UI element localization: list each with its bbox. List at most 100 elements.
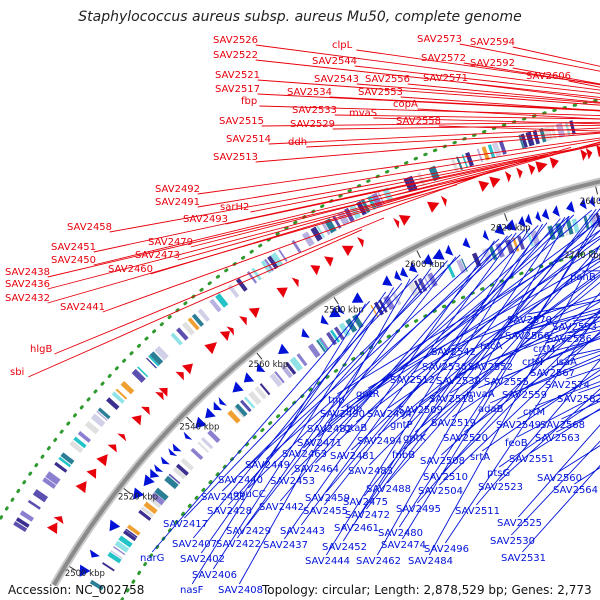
- reverse-gene-arrow: [409, 262, 418, 273]
- reverse-gene-label: gntR: [356, 389, 380, 400]
- feature-forward-stripe: [69, 440, 84, 454]
- feature-reverse-stripe: [527, 232, 534, 247]
- reverse-gene-arrow: [79, 564, 91, 577]
- reverse-gene-label: mvaA: [466, 389, 495, 400]
- reverse-gene-label: SAV2504: [418, 486, 463, 497]
- label-leaders: [28, 43, 600, 585]
- reverse-gene-arrow: [504, 219, 517, 231]
- label-leader-line: [236, 268, 432, 539]
- forward-gene-arrow: [324, 256, 334, 267]
- label-leader-line: [259, 105, 600, 116]
- reverse-gene-label: SAV2574: [545, 380, 590, 391]
- forward-gene-label: SAV2534: [287, 87, 332, 98]
- label-leader-line: [452, 294, 600, 347]
- reverse-gene-label: nasF: [180, 585, 204, 596]
- reverse-gene-label: SAV2496: [424, 544, 469, 555]
- reverse-gene-arrow: [213, 401, 223, 411]
- label-leader-line: [530, 408, 600, 454]
- label-leader-line: [197, 139, 600, 208]
- reverse-gene-arrow: [205, 407, 216, 419]
- reverse-gene-label: SAV2582: [557, 394, 600, 405]
- reverse-gene-label: SAV2440: [218, 475, 263, 486]
- label-leader-line: [505, 337, 600, 377]
- feature-forward-stripe: [42, 477, 57, 489]
- label-leader-line: [476, 359, 600, 506]
- feature-forward-stripe: [270, 252, 284, 267]
- forward-gene-label: SAV2533: [292, 105, 337, 116]
- feature-forward-stripe: [181, 321, 195, 336]
- label-leader-line: [443, 298, 600, 362]
- reverse-gene-arrow: [589, 195, 596, 208]
- forward-gene-arrow: [310, 265, 321, 276]
- forward-gene-label: SAV2594: [470, 37, 515, 48]
- label-leader-line: [354, 65, 600, 94]
- label-leader-line: [490, 354, 600, 404]
- forward-gene-label: SAV2606: [526, 71, 571, 82]
- feature-reverse-stripe: [329, 329, 341, 343]
- tick-mark: [186, 416, 193, 423]
- forward-gene-arrow: [427, 201, 440, 213]
- label-leader-line: [400, 96, 600, 112]
- feature-forward-stripe: [215, 293, 229, 308]
- reverse-gene-label: SAV2437: [263, 540, 308, 551]
- forward-gene-label: SAV2450: [51, 255, 96, 266]
- reverse-gene-arrow: [143, 474, 155, 487]
- feature-reverse-stripe: [296, 353, 308, 367]
- reverse-gene-arrow: [218, 396, 227, 406]
- feature-forward-stripe: [491, 142, 502, 158]
- feature-reverse-stripe: [259, 383, 271, 396]
- feature-reverse-stripe: [114, 540, 130, 553]
- label-leader-line: [197, 137, 600, 195]
- reverse-gene-arrow: [172, 443, 182, 452]
- reverse-gene-arrow: [183, 431, 193, 440]
- feature-forward-stripe: [58, 456, 72, 468]
- feature-reverse-stripe: [407, 281, 420, 298]
- label-leader-line: [306, 131, 600, 148]
- tick-label: 2740 kbp: [564, 251, 600, 261]
- forward-gene-label: sarH2: [220, 202, 249, 213]
- label-leader-line: [354, 217, 566, 523]
- reverse-gene-arrow: [579, 197, 587, 210]
- forward-gene-label: hlgB: [30, 344, 52, 355]
- forward-gene-arrow: [117, 433, 127, 442]
- label-leader-line: [403, 275, 600, 450]
- feature-forward-stripe: [520, 133, 528, 148]
- reverse-gene-arrow: [195, 416, 207, 429]
- feature-reverse-stripe: [140, 506, 154, 518]
- reverse-gene-label: rocA: [480, 341, 503, 352]
- label-leader-line: [401, 214, 600, 540]
- reverse-gene-arrow: [552, 205, 560, 217]
- forward-gene-label: SAV2529: [290, 119, 335, 130]
- forward-gene-label: SAV2491: [155, 197, 200, 208]
- reverse-gene-label: SAV2568: [540, 420, 585, 431]
- label-leader-line: [464, 332, 600, 433]
- feature-reverse-stripe: [233, 406, 245, 419]
- forward-gene-arrow: [535, 161, 548, 173]
- forward-gene-arrow: [440, 195, 447, 207]
- reverse-gene-label: SAV2431: [201, 492, 246, 503]
- label-leader-line: [401, 271, 600, 420]
- label-leader-line: [300, 232, 517, 526]
- feature-reverse-stripe: [274, 371, 285, 384]
- reverse-gene-label: SAV2422: [216, 539, 261, 550]
- reverse-gene-label: SAV2508: [420, 456, 465, 467]
- label-leader-line: [255, 59, 600, 98]
- label-leader-line: [266, 229, 526, 460]
- reverse-gene-label: ptsG: [487, 468, 510, 479]
- reverse-gene-arrow: [256, 362, 266, 373]
- feature-forward-stripe: [310, 226, 323, 242]
- label-leader-line: [238, 278, 411, 585]
- tick-label: 2500 kbp: [65, 569, 105, 579]
- reverse-gene-arrow: [535, 210, 542, 223]
- feature-reverse-stripe: [426, 274, 434, 288]
- reverse-gene-label: SAV2509: [398, 405, 443, 416]
- reverse-gene-label: SAV2484: [408, 556, 453, 567]
- feature-forward-stripe: [106, 397, 120, 410]
- reverse-gene-label: SAV2523: [478, 482, 523, 493]
- label-leader-line: [239, 238, 500, 475]
- reverse-gene-label: SAV2461: [334, 523, 379, 534]
- forward-gene-label: fbp: [241, 96, 257, 107]
- reverse-gene-label: SAV2483: [348, 466, 393, 477]
- feature-reverse-stripe: [148, 496, 162, 509]
